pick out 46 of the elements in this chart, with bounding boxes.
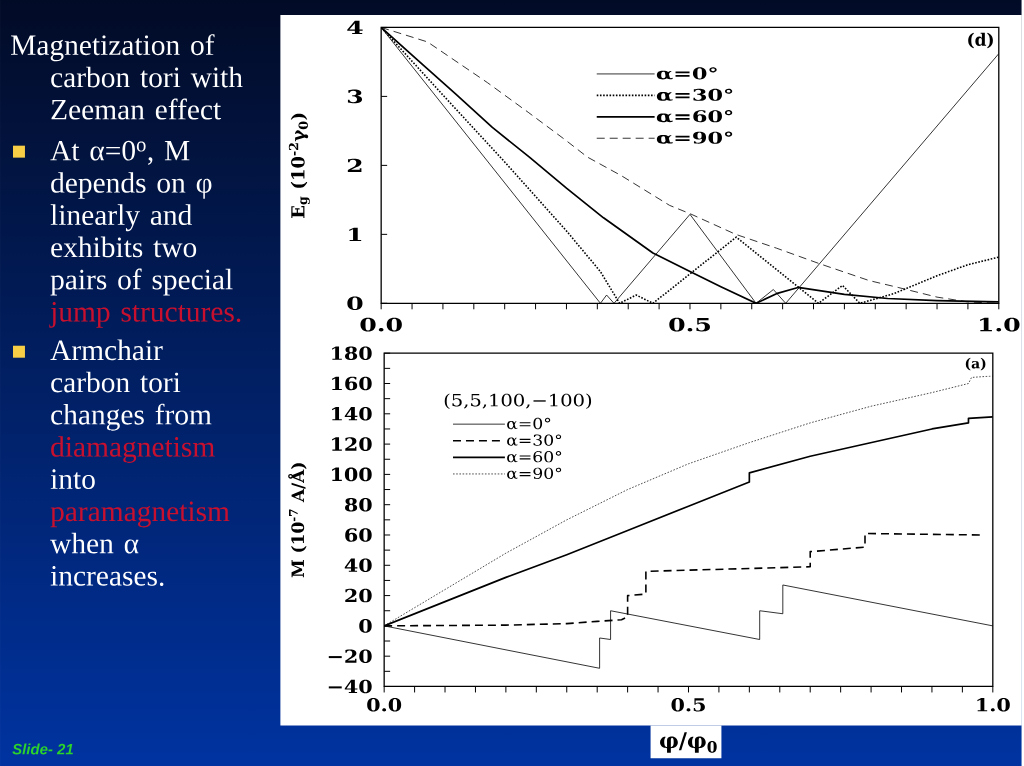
text: when α increases.: [50, 532, 164, 586]
legend-title: (5,5,100,−100): [444, 393, 592, 409]
x-tick-label: 0.0: [367, 697, 402, 712]
text: Magnetization of carbon tori with Zeeman effect: [11, 34, 243, 120]
y-tick-label: 100: [332, 467, 372, 482]
y-tick-label: 120: [332, 437, 372, 451]
y-tick-label: 0: [359, 618, 372, 633]
y-axis-title: M (10$^{-7}$ A/Å): [288, 463, 307, 578]
text: Armchair carbon tori changes from: [50, 339, 212, 431]
y-tick-label: 0: [347, 296, 363, 310]
y-tick-label: 160: [332, 376, 372, 391]
text: jump structures.: [49, 301, 241, 328]
x-axis-title: φ/φ$_{0}$: [660, 732, 717, 753]
text: Slide- 21: [12, 743, 73, 755]
x-tick-label: 1.0: [980, 317, 1020, 332]
legend-label: α=30°: [507, 434, 562, 446]
y-tick-label: 180: [332, 346, 372, 360]
y-tick-label: 80: [344, 497, 372, 512]
legend-label: α=90°: [507, 467, 562, 479]
y-tick-label: 2: [347, 158, 362, 172]
annotation: (d): [968, 32, 993, 49]
text: into: [50, 469, 95, 489]
legend-label: α=0°: [507, 417, 551, 430]
y-tick-label: −40: [328, 679, 372, 694]
y-tick-label: 3: [347, 89, 363, 104]
legend-label: α=30°: [656, 88, 733, 101]
y-tick-label: 1: [349, 227, 362, 241]
x-tick-label: 0.5: [671, 697, 705, 712]
y-tick-label: 60: [345, 528, 372, 542]
x-tick-label: 0.0: [360, 317, 402, 332]
legend-label: α=0°: [656, 67, 717, 80]
y-tick-label: 20: [345, 588, 372, 603]
legend-label: α=60°: [507, 450, 562, 463]
y-tick-label: −20: [328, 649, 372, 663]
y-tick-label: 40: [344, 558, 372, 572]
x-tick-label: 0.5: [669, 317, 710, 332]
annotation: (a): [965, 357, 986, 371]
text: diamagnetism: [51, 436, 215, 463]
y-axis-title: E$_{g}$ (10$^{-2}$γ$_{0}$): [288, 113, 310, 218]
text: At α=0$^{o}$, M depends on φ linearly and exhibits two pairs of special: [50, 140, 233, 296]
x-tick-label: 1.0: [977, 697, 1010, 712]
y-tick-label: 140: [332, 406, 372, 421]
legend-label: α=90°: [656, 131, 733, 144]
legend-label: α=60°: [656, 109, 733, 123]
text: paramagnetism: [50, 501, 230, 528]
y-tick-label: 4: [347, 20, 363, 34]
